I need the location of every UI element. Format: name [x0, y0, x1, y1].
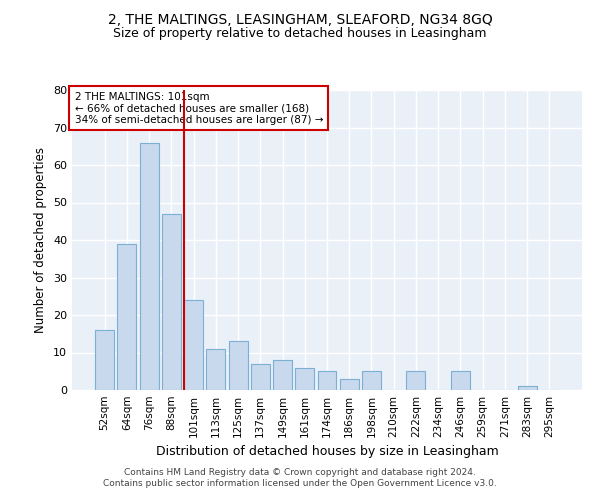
Text: Contains HM Land Registry data © Crown copyright and database right 2024.
Contai: Contains HM Land Registry data © Crown c…: [103, 468, 497, 487]
Bar: [162, 214, 181, 390]
X-axis label: Distribution of detached houses by size in Leasingham: Distribution of detached houses by size …: [155, 446, 499, 458]
Bar: [317, 371, 337, 390]
Bar: [206, 349, 225, 390]
Bar: [362, 371, 381, 390]
Bar: [118, 244, 136, 390]
Bar: [140, 142, 158, 390]
Bar: [340, 379, 359, 390]
Bar: [451, 371, 470, 390]
Text: 2 THE MALTINGS: 101sqm
← 66% of detached houses are smaller (168)
34% of semi-de: 2 THE MALTINGS: 101sqm ← 66% of detached…: [74, 92, 323, 124]
Bar: [518, 386, 536, 390]
Bar: [251, 364, 270, 390]
Bar: [406, 371, 425, 390]
Y-axis label: Number of detached properties: Number of detached properties: [34, 147, 47, 333]
Bar: [184, 300, 203, 390]
Bar: [295, 368, 314, 390]
Text: 2, THE MALTINGS, LEASINGHAM, SLEAFORD, NG34 8GQ: 2, THE MALTINGS, LEASINGHAM, SLEAFORD, N…: [107, 12, 493, 26]
Bar: [273, 360, 292, 390]
Bar: [229, 341, 248, 390]
Text: Size of property relative to detached houses in Leasingham: Size of property relative to detached ho…: [113, 28, 487, 40]
Bar: [95, 330, 114, 390]
